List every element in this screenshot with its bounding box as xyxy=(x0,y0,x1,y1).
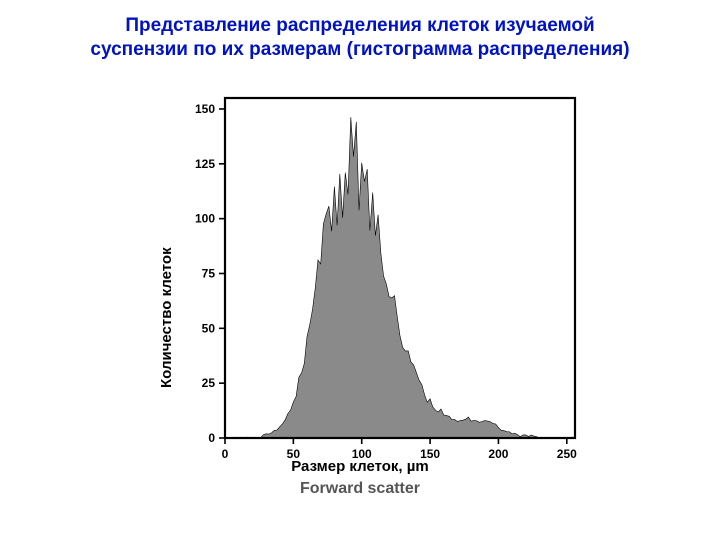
svg-text:150: 150 xyxy=(195,101,215,115)
x-axis-label-ru: Размер клеток, µm xyxy=(0,458,720,475)
title-line1: Представление распределения клеток изуча… xyxy=(125,15,594,36)
svg-text:0: 0 xyxy=(208,431,215,445)
svg-text:25: 25 xyxy=(202,376,216,390)
chart-container: Количество клеток 0255075100125150050100… xyxy=(0,68,720,538)
svg-text:100: 100 xyxy=(195,211,215,225)
svg-text:125: 125 xyxy=(195,156,215,170)
y-axis-label: Количество клеток xyxy=(158,247,175,388)
page-title: Представление распределения клеток изуча… xyxy=(0,0,720,68)
x-axis-label-en: Forward scatter xyxy=(0,480,720,498)
svg-text:50: 50 xyxy=(202,321,216,335)
svg-text:75: 75 xyxy=(202,266,216,280)
title-line2: суспензии по их размерам (гистограмма ра… xyxy=(90,39,629,60)
